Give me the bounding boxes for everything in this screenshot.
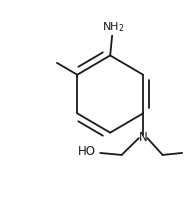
Text: N: N — [139, 131, 147, 144]
Text: HO: HO — [78, 146, 96, 158]
Text: NH$_2$: NH$_2$ — [102, 20, 124, 34]
